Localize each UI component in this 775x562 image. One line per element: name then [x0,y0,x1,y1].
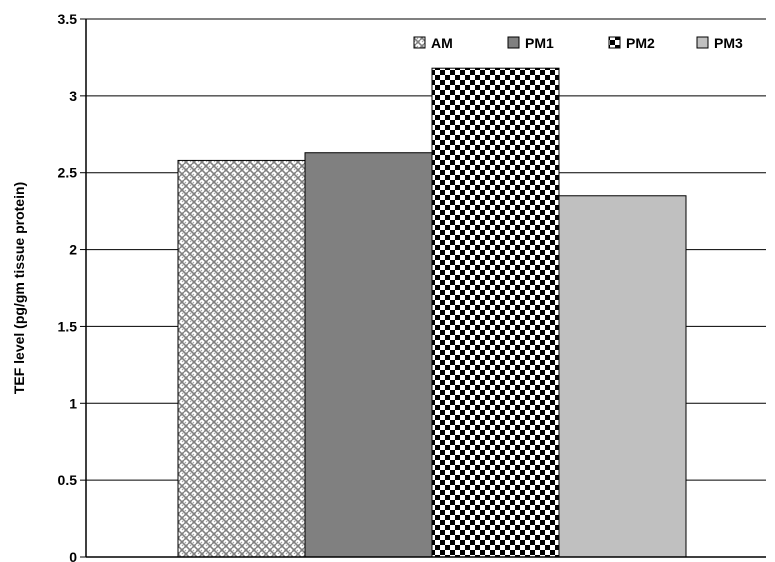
legend-label-am: AM [431,35,453,51]
legend-swatch-pm1 [507,36,520,49]
axes [85,19,766,558]
bar-pm1 [304,152,433,558]
bar-pm3 [558,195,687,558]
legend-label-pm1: PM1 [525,35,554,51]
y-tick-label: 2 [69,242,77,258]
y-tick-label: 3.5 [58,11,78,27]
y-tick-label: 1 [69,395,77,411]
y-tick-label: 0.5 [58,472,78,488]
y-tick-label: 2.5 [58,165,78,181]
bars [177,67,687,558]
y-tick-label: 1.5 [58,318,78,334]
legend-label-pm2: PM2 [626,35,655,51]
y-axis-label: TEF level (pg/gm tissue protein) [11,182,27,394]
bar-pm2 [431,67,560,558]
bar-am [177,159,306,558]
y-tick-labels: 0 0.5 1 1.5 2 2.5 3 3.5 [58,11,78,562]
legend-swatch-pm3 [696,36,709,49]
y-tick-label: 0 [69,549,77,562]
y-tick-label: 3 [69,88,77,104]
legend: AM PM1 PM2 PM3 [413,35,743,51]
legend-swatch-pm2 [608,36,621,49]
legend-label-pm3: PM3 [714,35,743,51]
legend-swatch-am [413,36,426,49]
